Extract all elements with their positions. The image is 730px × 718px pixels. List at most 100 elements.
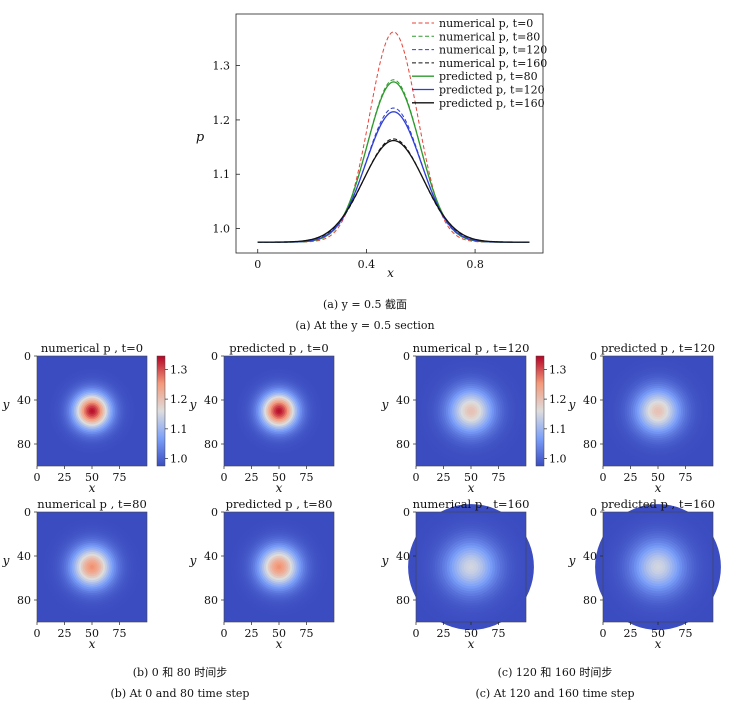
caption-a-chinese: (a) y = 0.5 截面 [322,298,408,311]
y-tick-label: 1.1 [213,168,231,181]
x-tick-label: 75 [492,471,506,484]
colorbar-tick-label: 1.0 [549,453,567,466]
heatmap-title: numerical p , t=120 [413,341,530,355]
colorbar-tick-label: 1.2 [170,393,188,406]
y-tick-label: 80 [583,594,597,607]
y-axis-label: y [2,397,10,411]
plot-frame [235,13,544,254]
y-tick-label: 40 [396,550,410,563]
x-tick-label: 25 [245,471,259,484]
x-tick-label: 50 [272,471,286,484]
heatmap-cell-ring [90,409,94,413]
caption-b-english: (b) At 0 and 80 time step [110,687,250,700]
legend-entry: numerical p, t=80 [439,30,540,43]
x-tick-label: 25 [624,471,638,484]
legend-entry: predicted p, t=80 [439,70,538,83]
caption-c-english: (c) At 120 and 160 time step [475,687,635,700]
colorbar [156,355,166,467]
x-tick-label: 75 [679,471,693,484]
heatmap-panel: numerical p , t=0 0 25 50 75 0 40 80 x y 1.0 1.1 1.2… [2,341,188,495]
heatmap-panel: predicted p , t=0 0 25 50 75 0 40 80 x y [189,341,335,495]
x-tick-label: 0.8 [466,258,484,271]
legend-entry: predicted p, t=160 [439,97,545,110]
y-axis-label: y [2,553,10,567]
x-tick-label: 50 [651,471,665,484]
series-line [257,111,530,243]
y-tick-label: 0 [403,350,410,363]
caption-b-chinese: (b) 0 和 80 时间步 [132,666,228,679]
x-axis-label: x [387,266,394,280]
y-tick-label: 80 [204,438,218,451]
series-line [257,107,530,243]
y-tick-label: 1.2 [213,114,231,127]
series-line [257,138,530,243]
legend-entry: numerical p, t=0 [439,17,533,30]
x-tick-label: 75 [113,627,127,640]
y-axis-label: y [568,397,576,411]
legend-entry: numerical p, t=160 [439,57,547,70]
y-tick-label: 80 [204,594,218,607]
heatmap-cell-ring [90,565,94,569]
x-tick-label: 50 [272,627,286,640]
x-tick-label: 25 [624,627,638,640]
x-axis-label: x [89,481,96,495]
heatmap-title: numerical p , t=0 [41,341,143,355]
x-tick-label: 50 [85,627,99,640]
y-tick-label: 80 [396,438,410,451]
x-tick-label: 0 [413,471,420,484]
x-tick-label: 75 [300,627,314,640]
heatmap-cell-ring [468,408,474,414]
y-tick-label: 1.0 [213,223,231,236]
colorbar [535,355,545,467]
x-tick-label: 0 [413,627,420,640]
x-tick-label: 50 [651,627,665,640]
y-tick-label: 0 [24,506,31,519]
series-line [257,139,530,243]
y-tick-label: 40 [17,550,31,563]
x-tick-label: 0 [34,471,41,484]
heatmap-panel: predicted p , t=120 0 25 50 75 0 40 80 x y [568,341,715,495]
x-tick-label: 50 [464,471,478,484]
heatmap-title: predicted p , t=120 [601,341,715,355]
y-axis-label: y [381,553,389,567]
caption-c-chinese: (c) 120 和 160 时间步 [497,666,613,679]
heatmap-panel: predicted p , t=80 0 25 50 75 0 40 80 x y [189,497,335,651]
y-tick-label: 80 [583,438,597,451]
heatmap-panel: predicted p , t=160 0 25 50 75 0 40 80 x y [568,497,721,651]
y-tick-label: 1.3 [213,60,231,73]
colorbar-tick-label: 1.2 [549,393,567,406]
heatmap-cell-ring [277,565,281,569]
x-axis-label: x [468,637,475,651]
y-tick-label: 0 [590,350,597,363]
colorbar-tick-label: 1.0 [170,453,188,466]
heatmap-title: numerical p , t=160 [413,497,530,511]
x-tick-label: 0 [254,258,261,271]
y-tick-label: 0 [24,350,31,363]
x-tick-label: 25 [437,627,451,640]
heatmap-grid: numerical p , t=0 0 25 50 75 0 40 80 x y 1.0 1.1 1.2… [2,341,721,651]
colorbar-tick-label: 1.1 [549,423,567,436]
x-tick-label: 75 [492,627,506,640]
heatmap-title: predicted p , t=0 [229,341,329,355]
y-axis-label: y [189,397,197,411]
colorbar-tick-label: 1.1 [170,423,188,436]
x-tick-label: 50 [464,627,478,640]
x-tick-label: 75 [113,471,127,484]
series-line [257,79,530,243]
y-tick-label: 40 [204,550,218,563]
legend-entry: numerical p, t=120 [439,44,547,57]
y-tick-label: 0 [403,506,410,519]
x-tick-label: 0.4 [358,258,376,271]
x-tick-label: 0 [600,627,607,640]
heatmap-cell-ring [468,564,474,570]
heatmap-cell-ring [655,564,661,570]
y-tick-label: 40 [396,394,410,407]
y-tick-label: 0 [211,350,218,363]
y-tick-label: 40 [583,550,597,563]
heatmap-title: predicted p , t=160 [601,497,715,511]
x-axis-label: x [468,481,475,495]
x-tick-label: 0 [221,471,228,484]
